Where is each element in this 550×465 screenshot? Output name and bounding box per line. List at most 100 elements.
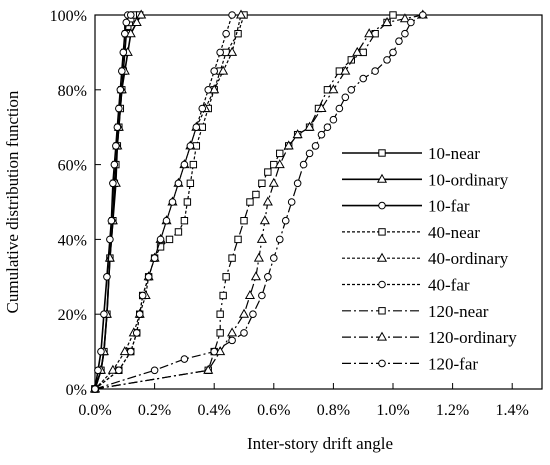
data-point-circle (97, 347, 105, 356)
plot-border (94, 14, 543, 390)
data-point-square (240, 217, 248, 225)
data-point-circle (249, 310, 257, 319)
y-tick-label: 40% (58, 232, 87, 249)
legend-item: 120-far (342, 354, 478, 373)
data-point-square (219, 291, 227, 300)
data-point-circle (116, 86, 125, 94)
data-point-circle (126, 347, 135, 356)
data-point-circle (110, 160, 119, 169)
data-point-circle (305, 149, 314, 158)
data-point-circle (378, 280, 386, 289)
data-point-circle (100, 310, 108, 319)
data-point-triangle (316, 102, 327, 112)
y-tick-label: 20% (58, 307, 87, 324)
data-point-circle (94, 366, 102, 375)
data-point-circle (150, 366, 159, 375)
legend-item: 40-far (342, 276, 470, 295)
series-40-far (91, 11, 236, 393)
data-point-circle (270, 254, 278, 262)
data-point-circle (115, 366, 123, 375)
data-point-circle (138, 291, 147, 300)
data-point-circle (192, 123, 201, 131)
data-point-triangle (352, 46, 363, 56)
data-point-circle (210, 347, 218, 356)
data-point-circle (299, 160, 308, 169)
data-point-triangle (292, 129, 303, 139)
data-point-circle (186, 142, 195, 150)
data-point-circle (378, 201, 386, 210)
y-tick-label: 80% (58, 83, 87, 100)
legend-item: 40-near (342, 223, 480, 242)
data-point-circle (311, 142, 320, 150)
x-axis: 0.0% 0.2% 0.4% 0.6% 0.8% 1.0% 1.2% 1.4% (78, 383, 529, 419)
data-point-square (222, 273, 230, 281)
data-point-square (252, 190, 260, 199)
y-axis-label: Cumulative distribution function (3, 90, 22, 313)
data-point-square (378, 149, 386, 157)
data-point-circle (112, 142, 120, 150)
data-point-triangle (209, 84, 220, 94)
data-point-circle (258, 291, 266, 300)
y-tick-label: 0% (66, 382, 87, 399)
data-point-triangle (259, 215, 270, 225)
legend: 10-near 10-ordinary 10-far 40-near 40-ordina… (336, 143, 541, 379)
data-point-circle (222, 29, 230, 38)
data-point-circle (156, 235, 165, 244)
data-point-circle (103, 273, 111, 281)
data-point-circle (126, 11, 135, 19)
data-point-triangle (227, 327, 238, 337)
data-point-circle (180, 160, 189, 169)
x-tick-label: 0.2% (138, 402, 171, 419)
x-tick-label: 1.0% (376, 402, 409, 419)
data-point-circle (383, 56, 391, 64)
data-point-circle (341, 93, 350, 102)
data-point-triangle (283, 140, 294, 150)
data-point-triangle (328, 84, 339, 94)
x-tick-label: 1.2% (436, 402, 469, 419)
x-tick-label: 1.4% (496, 402, 529, 419)
legend-label: 40-far (428, 276, 470, 295)
data-point-circle (121, 29, 129, 38)
legend-item: 10-near (342, 144, 480, 163)
legend-label: 120-near (428, 302, 489, 321)
data-point-triangle (304, 121, 315, 131)
data-point-circle (395, 37, 403, 45)
legend-label: 120-ordinary (428, 328, 517, 347)
x-tick-label: 0.8% (317, 402, 350, 419)
data-point-square (276, 149, 284, 158)
data-point-square (246, 198, 254, 206)
data-point-square (378, 307, 386, 315)
legend-label: 10-far (428, 197, 470, 216)
data-point-circle (371, 67, 379, 75)
data-point-circle (174, 179, 183, 188)
data-point-circle (329, 115, 338, 124)
data-point-square (378, 228, 386, 236)
data-point-circle (317, 130, 326, 139)
data-point-triangle (227, 46, 238, 56)
data-point-triangle (119, 346, 130, 356)
data-point-triangle (136, 9, 147, 19)
data-point-circle (323, 123, 332, 131)
data-point-triangle (235, 9, 247, 19)
data-point-square (174, 228, 183, 236)
data-point-circle (359, 74, 368, 83)
x-tick-label: 0.0% (78, 402, 111, 419)
data-point-triangle (381, 16, 393, 26)
legend-item: 10-ordinary (342, 170, 509, 189)
data-point-triangle (250, 271, 261, 281)
data-point-square (183, 198, 192, 206)
data-point-circle (389, 48, 397, 57)
legend-label: 10-near (428, 144, 480, 163)
data-point-square (156, 243, 165, 251)
plot-frame (94, 14, 543, 390)
data-point-triangle (340, 65, 351, 75)
data-point-circle (91, 385, 99, 393)
data-point-circle (240, 329, 248, 337)
data-point-triangle (376, 173, 388, 183)
data-point-square (234, 30, 242, 38)
data-point-triangle (218, 65, 229, 75)
data-point-circle (378, 359, 386, 368)
x-axis-label: Inter-story drift angle (247, 434, 393, 453)
data-point-circle (204, 86, 213, 94)
